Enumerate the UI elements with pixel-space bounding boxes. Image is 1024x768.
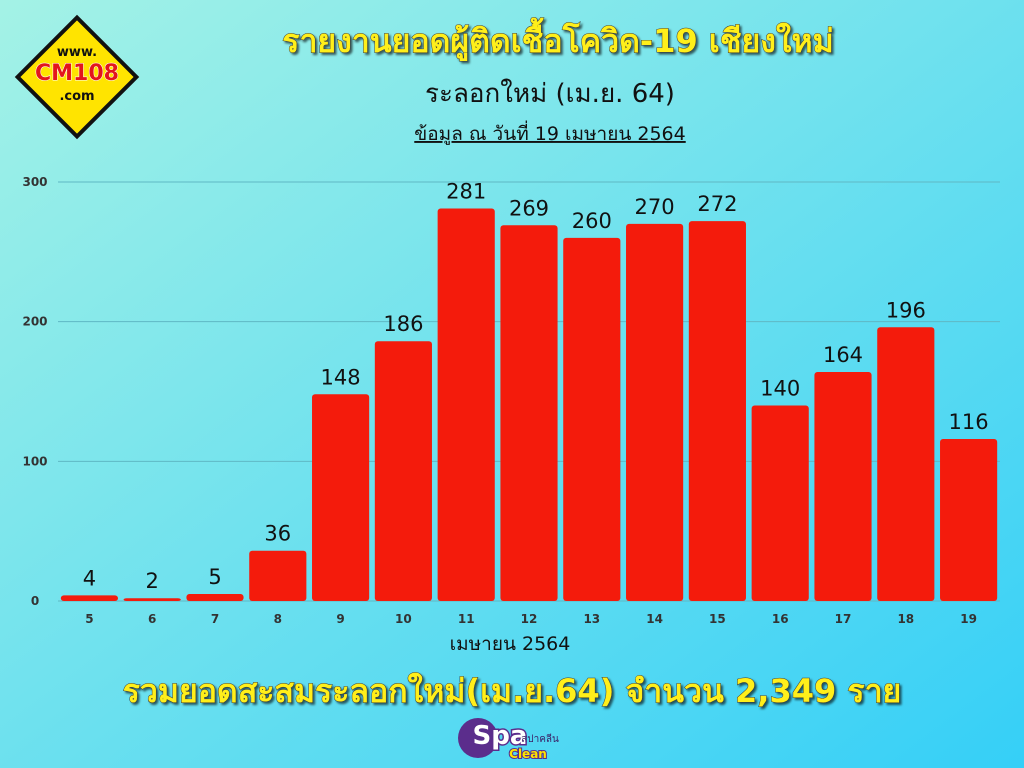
y-tick-label: 300 xyxy=(22,175,47,189)
x-tick-label: 12 xyxy=(521,612,538,626)
y-tick-label: 200 xyxy=(22,315,47,329)
logo-text: Spa xyxy=(473,721,528,751)
data-label: 272 xyxy=(697,192,737,216)
bar xyxy=(437,208,495,601)
data-label: 148 xyxy=(321,365,361,389)
logo-text: Clean xyxy=(509,747,547,761)
y-tick-label: 100 xyxy=(22,454,47,468)
x-tick-label: 13 xyxy=(583,612,600,626)
data-label: 281 xyxy=(446,180,486,204)
data-label: 4 xyxy=(83,566,96,590)
x-tick-label: 16 xyxy=(772,612,789,626)
bar xyxy=(500,225,558,601)
x-tick-label: 15 xyxy=(709,612,726,626)
logo-circle xyxy=(458,718,498,758)
chart-title: รายงานยอดผู้ติดเชื้อโควิด-19 เชียงใหม่ xyxy=(282,17,833,62)
footer-total: รวมยอดสะสมระลอกใหม่(เม.ย.64) จำนวน 2,349… xyxy=(123,672,902,710)
data-label: 5 xyxy=(208,565,221,589)
bar xyxy=(626,223,684,601)
bar xyxy=(312,394,370,601)
cm108-logo: www. CM108 .com xyxy=(14,14,140,140)
chart-note: ข้อมูล ณ วันที่ 19 เมษายน 2564 xyxy=(414,120,685,145)
y-tick-label: 0 xyxy=(31,594,39,608)
bar xyxy=(123,598,181,601)
logo-text: .com xyxy=(59,89,94,104)
logo-diamond xyxy=(14,14,140,140)
logo-text: www. xyxy=(57,45,97,60)
data-label: 270 xyxy=(635,195,675,219)
x-tick-label: 18 xyxy=(897,612,914,626)
logo-text: สปาคลีน xyxy=(521,733,559,745)
x-tick-label: 9 xyxy=(336,612,344,626)
bar xyxy=(751,405,809,601)
spa-logo: Spa สปาคลีน Clean xyxy=(458,718,559,762)
bar xyxy=(877,327,935,601)
x-tick-label: 7 xyxy=(211,612,219,626)
data-label: 36 xyxy=(264,522,291,546)
data-label: 269 xyxy=(509,196,549,220)
bar xyxy=(186,594,244,601)
data-label: 164 xyxy=(823,343,863,367)
bar xyxy=(940,438,998,601)
bar xyxy=(563,237,621,601)
bar xyxy=(688,221,746,601)
data-label: 186 xyxy=(383,312,423,336)
data-label: 116 xyxy=(949,410,989,434)
x-tick-label: 11 xyxy=(458,612,475,626)
x-tick-label: 14 xyxy=(646,612,663,626)
x-tick-label: 10 xyxy=(395,612,412,626)
x-axis-label: เมษายน 2564 xyxy=(450,633,571,655)
x-tick-label: 5 xyxy=(85,612,93,626)
x-tick-label: 8 xyxy=(274,612,282,626)
data-label: 2 xyxy=(146,569,159,593)
bar xyxy=(374,341,432,601)
chart-subtitle: ระลอกใหม่ (เม.ย. 64) xyxy=(425,79,675,109)
logo-text: CM108 xyxy=(35,61,119,86)
x-tick-label: 17 xyxy=(835,612,852,626)
bar xyxy=(814,371,872,601)
data-label: 260 xyxy=(572,209,612,233)
data-label: 196 xyxy=(886,298,926,322)
bar xyxy=(60,595,118,601)
x-tick-label: 6 xyxy=(148,612,156,626)
bar xyxy=(249,550,307,601)
x-tick-label: 19 xyxy=(960,612,977,626)
data-label: 140 xyxy=(760,376,800,400)
